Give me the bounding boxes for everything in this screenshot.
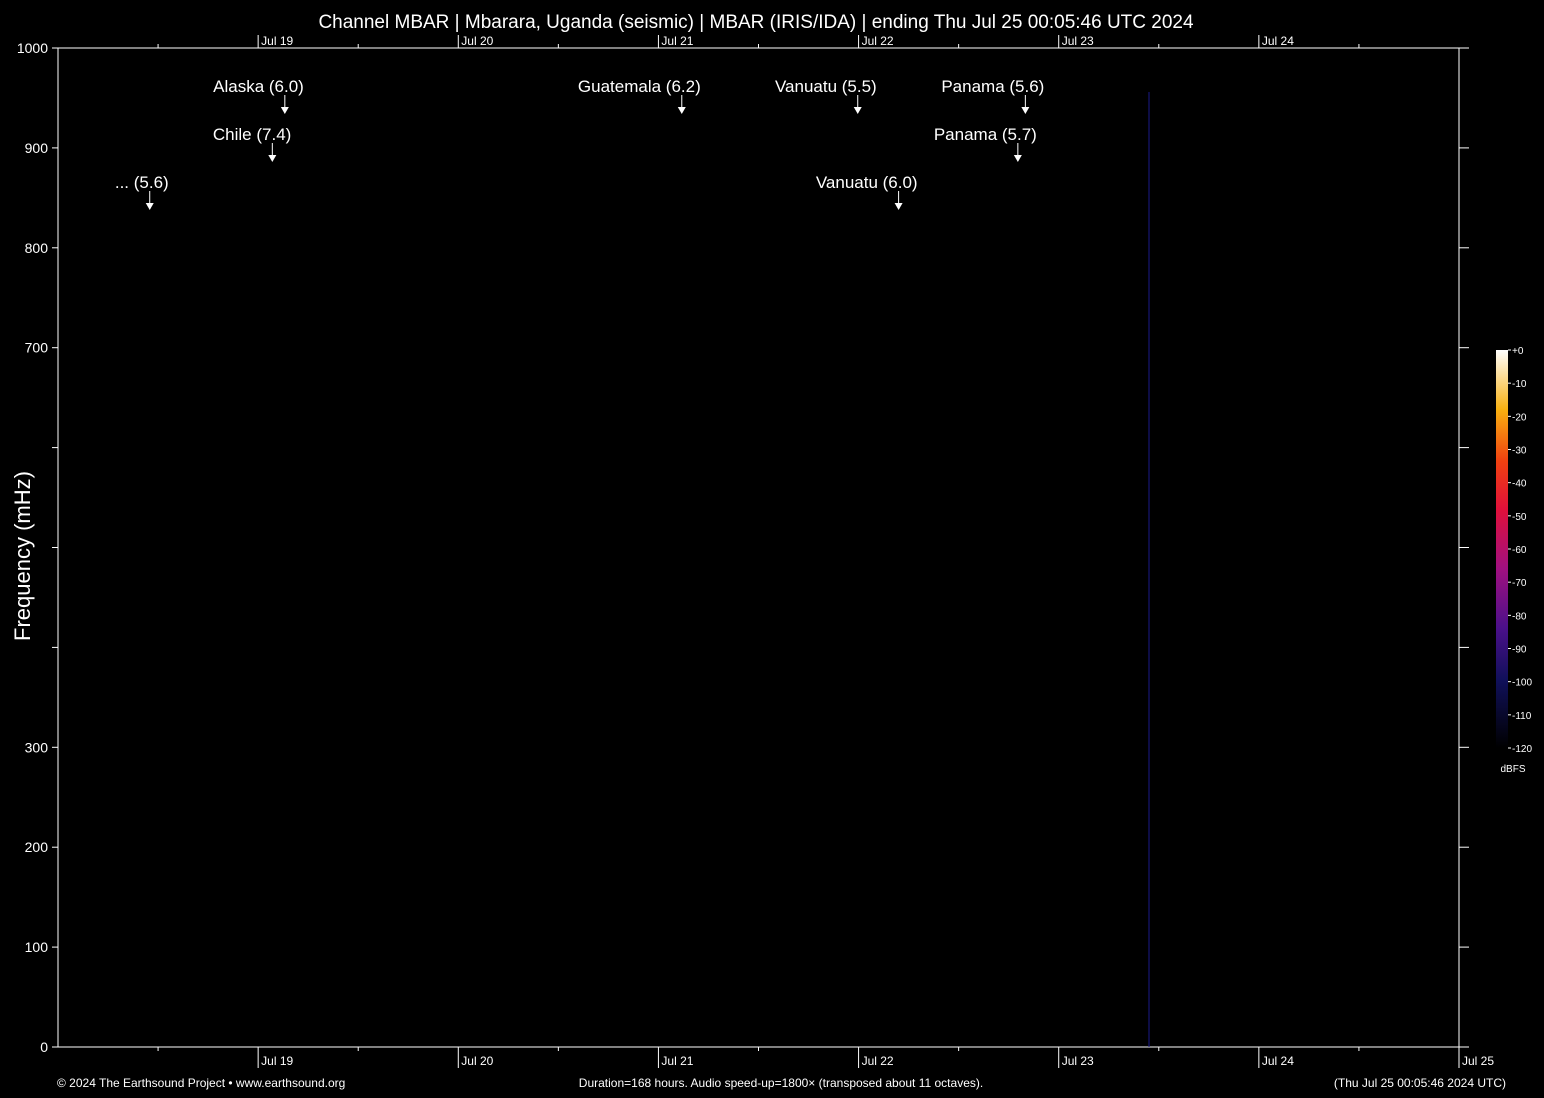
y-axis-label: Frequency (mHz) (10, 471, 35, 641)
x-tick-label-top: Jul 20 (461, 34, 493, 48)
event-arrow (1013, 155, 1022, 162)
x-tick-label: Jul 24 (1262, 1054, 1294, 1068)
colorbar-tick-label: -60 (1512, 545, 1527, 556)
y-tick-label: 900 (25, 140, 49, 156)
event-label: Guatemala (6.2) (578, 77, 701, 96)
event-arrow (145, 203, 154, 210)
colorbar-tick-label: +0 (1512, 346, 1524, 357)
colorbar-tick-label: -40 (1512, 479, 1527, 490)
x-tick-label-top: Jul 21 (661, 34, 693, 48)
event-label: Chile (7.4) (213, 125, 291, 144)
event-label: ... (5.6) (115, 173, 169, 192)
footer-right: (Thu Jul 25 00:05:46 2024 UTC) (1334, 1076, 1506, 1090)
y-tick-label: 300 (25, 739, 49, 755)
y-tick-label: 700 (25, 340, 49, 356)
x-tick-label-top: Jul 19 (261, 34, 293, 48)
event-label: Alaska (6.0) (213, 77, 304, 96)
x-tick-label-top: Jul 24 (1262, 34, 1294, 48)
colorbar-tick-label: -50 (1512, 512, 1527, 523)
y-tick-label: 800 (25, 240, 49, 256)
x-tick-label: Jul 21 (661, 1054, 693, 1068)
x-tick-label: Jul 25 (1462, 1054, 1494, 1068)
colorbar-label: dBFS (1500, 764, 1525, 775)
colorbar-tick-label: -120 (1512, 744, 1532, 755)
colorbar-tick-label: -100 (1512, 678, 1532, 689)
x-tick-label: Jul 23 (1062, 1054, 1094, 1068)
x-tick-label: Jul 20 (461, 1054, 493, 1068)
x-tick-label-top: Jul 23 (1062, 34, 1094, 48)
x-tick-label-top: Jul 22 (862, 34, 894, 48)
event-label: Panama (5.7) (934, 125, 1037, 144)
y-tick-label: 100 (25, 939, 49, 955)
event-arrow (853, 107, 862, 114)
event-arrow (268, 155, 277, 162)
event-arrow (677, 107, 686, 114)
colorbar-tick-label: -90 (1512, 645, 1527, 656)
chart-title: Channel MBAR | Mbarara, Uganda (seismic)… (318, 12, 1194, 33)
event-arrow (280, 107, 289, 114)
footer-left: © 2024 The Earthsound Project • www.eart… (57, 1076, 345, 1090)
y-tick-label: 200 (25, 839, 49, 855)
event-label: Vanuatu (5.5) (775, 77, 877, 96)
colorbar-tick-label: -30 (1512, 446, 1527, 457)
colorbar-tick-label: -20 (1512, 412, 1527, 423)
event-label: Panama (5.6) (941, 77, 1044, 96)
y-tick-label: 1000 (17, 40, 48, 56)
event-arrow (1021, 107, 1030, 114)
colorbar (1496, 350, 1508, 748)
event-label: Vanuatu (6.0) (816, 173, 918, 192)
colorbar-tick-label: -70 (1512, 578, 1527, 589)
event-arrow (894, 203, 903, 210)
colorbar-tick-label: -80 (1512, 611, 1527, 622)
y-tick-label: 0 (40, 1039, 48, 1055)
colorbar-tick-label: -10 (1512, 379, 1527, 390)
footer-center: Duration=168 hours. Audio speed-up=1800×… (579, 1076, 983, 1090)
x-tick-label: Jul 19 (261, 1054, 293, 1068)
colorbar-tick-label: -110 (1512, 711, 1532, 722)
x-tick-label: Jul 22 (862, 1054, 894, 1068)
